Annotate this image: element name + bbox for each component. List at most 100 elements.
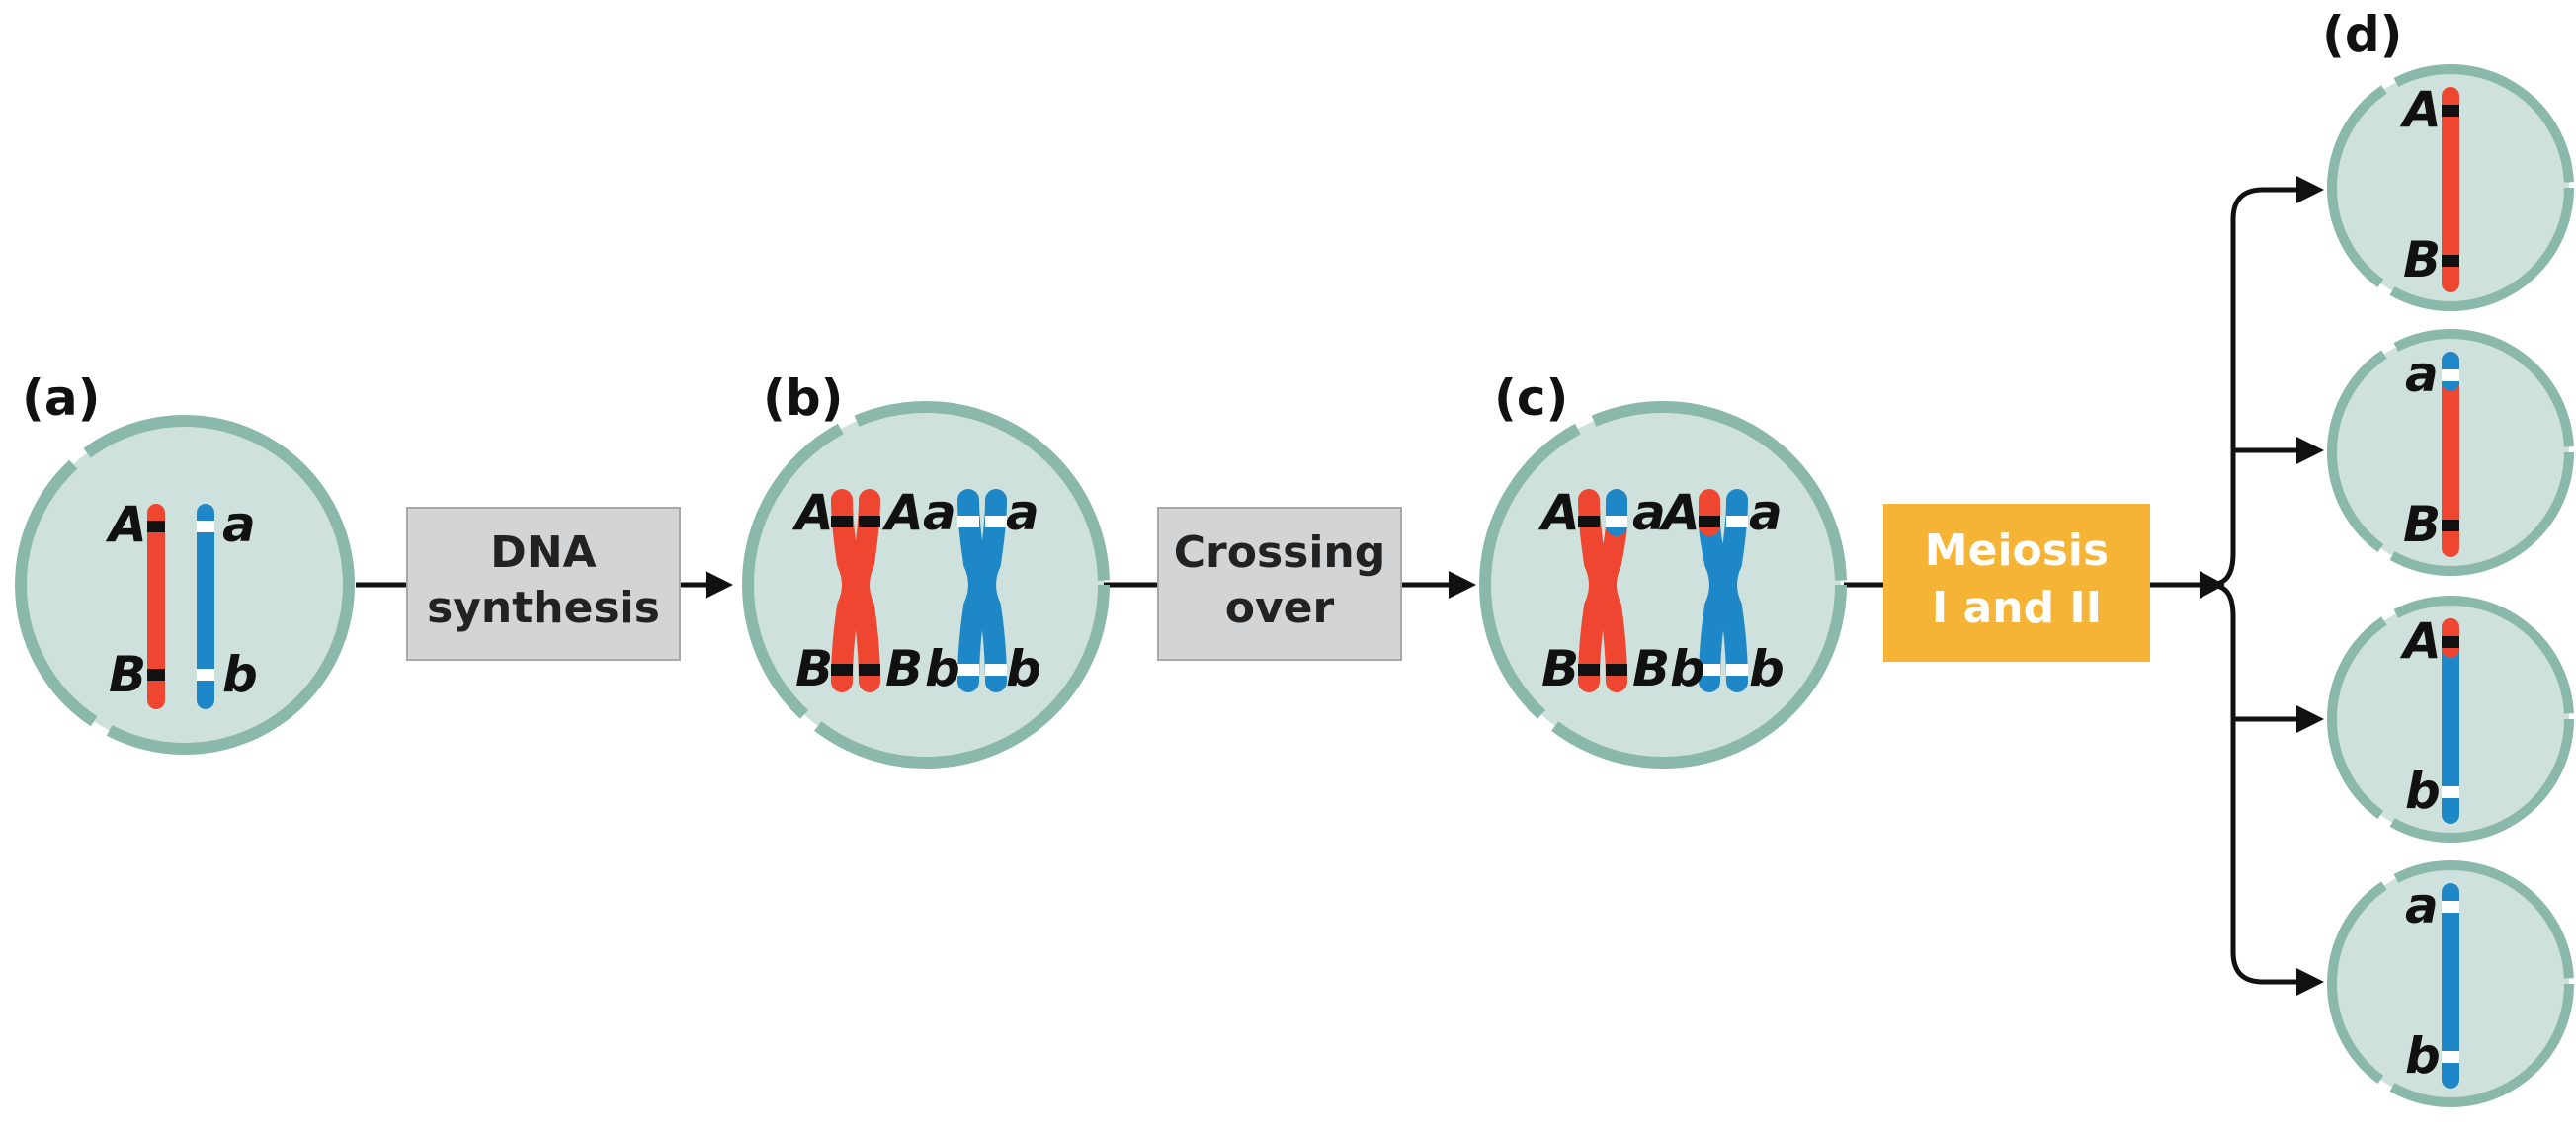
- band-a-c: [1726, 516, 1748, 527]
- step-dna-line1: DNA: [490, 527, 596, 578]
- gamete-aB-band-a: [2442, 369, 2459, 381]
- allele-label-b: b: [222, 646, 258, 703]
- band-a-left: [957, 516, 979, 527]
- gamete-Ab-membrane: [2327, 596, 2574, 843]
- cell-c-membrane: [1479, 401, 1847, 769]
- cell-c-body: [1485, 407, 1841, 763]
- gamete-aB-chromosome: [2442, 352, 2459, 557]
- gamete-aB-label-B: B: [2403, 496, 2441, 553]
- branch-bracket-bottom: [2208, 582, 2302, 985]
- gamete-Ab: A b: [2327, 596, 2574, 843]
- step-meiosis: Meiosis I and II: [1883, 504, 2150, 662]
- arrowhead-d: [2200, 571, 2225, 599]
- allele-label-b-c-right: b: [1749, 640, 1785, 697]
- allele-label-b-left: b: [925, 640, 960, 697]
- band-b-left: [957, 664, 979, 676]
- band-B-c-right: [1606, 664, 1627, 676]
- arrowhead-d1: [2296, 176, 2324, 203]
- gamete-AB-label-A: A: [2399, 81, 2442, 138]
- band-b-c-left: [1699, 664, 1720, 676]
- band-A-c-blue: [1699, 516, 1720, 527]
- band-A-left: [831, 516, 853, 527]
- gamete-aB-label-a: a: [2405, 346, 2439, 403]
- step-dna-line2: synthesis: [427, 583, 660, 633]
- gamete-Ab-band-A: [2442, 636, 2459, 648]
- gamete-AB-band-B: [2442, 255, 2459, 267]
- gamete-ab-label-a: a: [2405, 877, 2439, 934]
- arrowhead-d3: [2296, 705, 2324, 733]
- allele-label-a-c-right: a: [1749, 484, 1783, 541]
- gamete-ab-label-b: b: [2405, 1027, 2441, 1085]
- allele-label-A-right: A: [881, 484, 924, 541]
- band-a: [197, 521, 214, 532]
- band-B-right: [859, 664, 880, 676]
- gamete-AB-label-B: B: [2403, 231, 2441, 288]
- gamete-Ab-band-b: [2442, 786, 2459, 798]
- step-box-dna: [406, 507, 681, 661]
- arrowhead-d2: [2296, 437, 2324, 464]
- allele-label-B-left: B: [795, 640, 833, 697]
- allele-label-a-right: a: [1006, 484, 1039, 541]
- allele-label-A-c-left: A: [1537, 484, 1580, 541]
- chromatid-red-right-c: [1595, 513, 1627, 692]
- cell-b-membrane: [742, 401, 1110, 769]
- gamete-aB-membrane: [2327, 329, 2574, 576]
- gamete-ab: a b: [2327, 860, 2574, 1107]
- step-box-meiosis: [1883, 504, 2150, 662]
- chromosome-blue: [197, 504, 214, 709]
- panel-label-c: (c): [1494, 369, 1568, 427]
- step-crossing-line2: over: [1225, 583, 1335, 633]
- allele-label-b-right: b: [1006, 640, 1041, 697]
- step-crossing-over: Crossing over: [1157, 507, 1402, 661]
- allele-label-B-c-left: B: [1541, 640, 1579, 697]
- gamete-Ab-label-A: A: [2399, 612, 2442, 670]
- band-A-c: [1578, 516, 1600, 527]
- arrowhead-d4: [2296, 968, 2324, 996]
- step-crossing-line1: Crossing: [1174, 527, 1386, 578]
- gamete-ab-membrane: [2327, 860, 2574, 1107]
- gamete-aB: a B: [2327, 329, 2574, 576]
- allele-label-A-c-mid: A: [1658, 484, 1701, 541]
- arrowhead-b: [706, 571, 733, 599]
- step-box-crossing: [1157, 507, 1402, 661]
- allele-label-a: a: [222, 496, 256, 553]
- allele-label-a-c-mid: a: [1632, 484, 1666, 541]
- band-b: [197, 669, 214, 681]
- allele-label-A-left: A: [791, 484, 834, 541]
- arrowheads: [706, 176, 2324, 996]
- chromosome-red: [147, 504, 165, 709]
- step-dna-synthesis: DNA synthesis: [406, 507, 681, 661]
- band-B-left: [831, 664, 853, 676]
- gamete-Ab-chromosome: [2442, 618, 2459, 824]
- band-a-right: [985, 516, 1007, 527]
- step-meiosis-line1: Meiosis: [1925, 526, 2109, 576]
- band-b-right: [985, 664, 1007, 676]
- allele-label-a-left: a: [923, 484, 956, 541]
- gamete-ab-band-b: [2442, 1051, 2459, 1063]
- band-B-c-left: [1578, 664, 1600, 676]
- panel-label-b: (b): [763, 369, 844, 427]
- gamete-AB-chromosome: [2442, 87, 2459, 292]
- band-A-right: [859, 516, 880, 527]
- panel-label-d: (d): [2322, 6, 2403, 63]
- panel-label-a: (a): [22, 369, 100, 427]
- cell-a: A a B b: [15, 415, 355, 755]
- cell-c: A a A a B B b b: [1479, 401, 1847, 769]
- gamete-Ab-label-b: b: [2405, 763, 2441, 820]
- gamete-AB-membrane: [2327, 64, 2574, 311]
- allele-label-B-c-mid: B: [1632, 640, 1670, 697]
- band-B: [147, 669, 165, 681]
- arrowhead-c: [1449, 571, 1476, 599]
- gamete-aB-band-B: [2442, 520, 2459, 531]
- cell-b: A A a a B B b b: [742, 401, 1110, 769]
- band-a-c-red: [1606, 516, 1627, 527]
- branch-bracket: [2208, 187, 2302, 588]
- step-meiosis-line2: I and II: [1932, 583, 2102, 633]
- band-A: [147, 521, 165, 532]
- gamete-ab-band-a: [2442, 901, 2459, 913]
- allele-label-A: A: [105, 496, 147, 553]
- gamete-AB-band-A: [2442, 105, 2459, 117]
- allele-label-b-c-mid: b: [1670, 640, 1705, 697]
- gamete-AB: A B: [2327, 64, 2574, 311]
